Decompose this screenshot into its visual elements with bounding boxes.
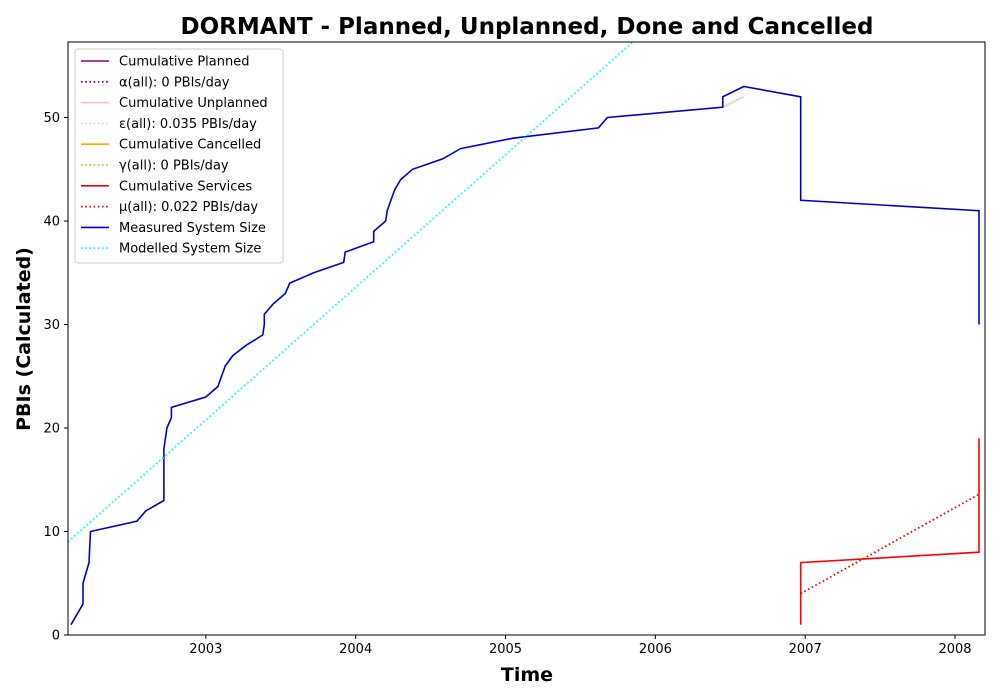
x-tick-label: 2005 (489, 642, 522, 657)
legend-label-all-0-035-pbis-day: ε(all): 0.035 PBIs/day (119, 117, 257, 132)
legend-label-cumulative-planned: Cumulative Planned (119, 55, 249, 70)
y-tick-label: 20 (43, 422, 60, 437)
legend-label-all-0-022-pbis-day: μ(all): 0.022 PBIs/day (119, 200, 258, 215)
legend-label-cumulative-services: Cumulative Services (119, 179, 252, 194)
y-tick-label: 40 (43, 215, 60, 230)
legend-label-all-0-pbis-day: α(all): 0 PBIs/day (119, 75, 230, 90)
legend-label-measured-system-size: Measured System Size (119, 221, 266, 236)
legend-label-modelled-system-size: Modelled System Size (119, 242, 261, 257)
x-tick-label: 2004 (339, 642, 372, 657)
y-axis-label: PBIs (Calculated) (13, 247, 35, 431)
x-axis-label: Time (501, 664, 553, 686)
legend-label-cumulative-cancelled: Cumulative Cancelled (119, 138, 261, 153)
x-tick-label: 2006 (639, 642, 672, 657)
legend-label-cumulative-unplanned: Cumulative Unplanned (119, 96, 268, 111)
y-tick-label: 0 (52, 629, 60, 644)
x-tick-label: 2007 (789, 642, 822, 657)
y-tick-label: 10 (43, 525, 60, 540)
y-tick-label: 50 (43, 111, 60, 126)
x-tick-label: 2003 (189, 642, 222, 657)
chart-title: DORMANT - Planned, Unplanned, Done and C… (181, 14, 874, 40)
legend-label-all-0-pbis-day: γ(all): 0 PBIs/day (119, 159, 229, 174)
legend: Cumulative Planned α(all): 0 PBIs/day Cumu… (75, 49, 283, 263)
x-tick-label: 2008 (938, 642, 971, 657)
y-tick-label: 30 (43, 318, 60, 333)
